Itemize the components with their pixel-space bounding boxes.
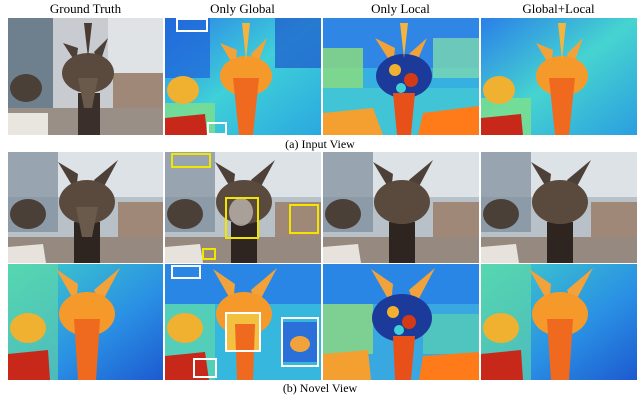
highlight-box-white (193, 358, 217, 378)
highlight-box-white (176, 18, 208, 32)
input-ground-truth-photo (8, 18, 163, 135)
highlight-box-yellow (225, 197, 259, 239)
novel-global-local-photo (481, 152, 637, 263)
highlight-box-white (281, 317, 319, 367)
column-header-ground-truth: Ground Truth (49, 1, 122, 16)
caption-input-view: (a) Input View (285, 137, 355, 151)
caption-novel-view: (b) Novel View (282, 381, 358, 395)
novel-only-global-depth (165, 264, 321, 380)
novel-ground-truth-photo (8, 152, 163, 263)
column-header-only-global: Only Global (210, 1, 275, 16)
novel-only-local-depth (323, 264, 479, 380)
highlight-box-white (225, 312, 261, 352)
novel-global-local-depth (481, 264, 637, 380)
highlight-box-white (171, 265, 201, 279)
novel-only-global-photo (165, 152, 321, 263)
highlight-box-yellow (171, 153, 211, 168)
highlight-box-white (207, 122, 227, 135)
highlight-box-yellow (289, 204, 319, 234)
novel-ground-truth-depth (8, 264, 163, 380)
input-global-local-depth (481, 18, 637, 135)
column-header-global-local: Global+Local (522, 1, 595, 16)
novel-only-local-photo (323, 152, 479, 263)
highlight-box-yellow (202, 248, 216, 260)
input-only-local-depth (323, 18, 479, 135)
column-header-only-local: Only Local (371, 1, 430, 16)
input-only-global-depth (165, 18, 321, 135)
